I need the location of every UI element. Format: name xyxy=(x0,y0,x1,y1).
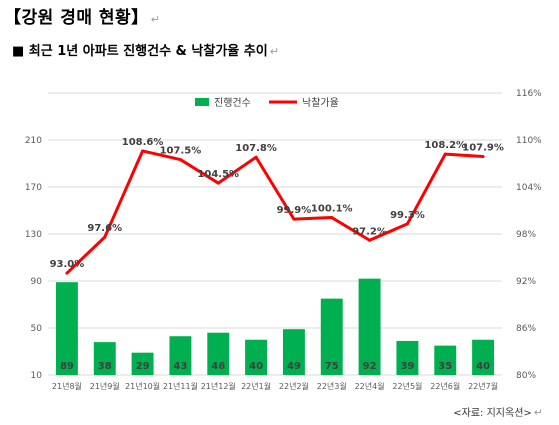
bar-data-label: 49 xyxy=(287,361,301,372)
x-tick-label: 21년12월 xyxy=(201,381,236,391)
line-data-label: 97.6% xyxy=(87,223,122,234)
y-right-tick-label: 116% xyxy=(516,89,542,99)
bar-data-label: 46 xyxy=(211,361,225,372)
bar-data-label: 29 xyxy=(136,361,150,372)
x-tick-label: 21년11월 xyxy=(163,381,198,391)
legend-bar-swatch xyxy=(195,98,209,106)
bar xyxy=(245,339,268,375)
line-point xyxy=(443,152,447,156)
y-left-tick-label: 90 xyxy=(31,277,43,287)
line-point xyxy=(103,235,107,239)
line-point xyxy=(368,238,372,242)
bar xyxy=(93,342,116,375)
line-data-label: 99.3% xyxy=(390,210,425,221)
y-right-tick-label: 86% xyxy=(516,324,536,334)
y-right-tick-label: 92% xyxy=(516,277,536,287)
bar xyxy=(434,345,457,375)
bar-data-label: 75 xyxy=(325,361,339,372)
y-left-tick-label: 130 xyxy=(25,230,42,240)
legend-bar-label: 진행건수 xyxy=(214,97,251,109)
y-right-tick-label: 104% xyxy=(516,183,542,193)
line-data-label: 108.6% xyxy=(122,137,164,148)
line-data-label: 93.0% xyxy=(50,259,85,270)
paragraph-mark: ↵ xyxy=(533,406,543,419)
y-left-tick-label: 170 xyxy=(25,183,42,193)
line-data-label: 108.2% xyxy=(424,140,466,151)
y-left-tick-label: 50 xyxy=(31,324,43,334)
y-right-tick-label: 110% xyxy=(516,136,542,146)
y-right-tick-label: 80% xyxy=(516,371,536,381)
y-left-tick-label: 210 xyxy=(25,136,42,146)
bar xyxy=(320,298,343,375)
line-data-label: 100.1% xyxy=(311,204,353,215)
source-note: <자료: 지지옥션> ↵ xyxy=(453,406,543,419)
x-tick-label: 22년6월 xyxy=(430,381,460,391)
line-point xyxy=(254,155,258,159)
line-point xyxy=(65,271,69,275)
rate-line xyxy=(65,149,484,275)
bar-data-label: 35 xyxy=(438,361,452,372)
line-point xyxy=(330,216,334,220)
line-point xyxy=(141,149,145,153)
bar xyxy=(358,278,381,375)
y-right-tick-label: 98% xyxy=(516,230,536,240)
paragraph-mark: ↵ xyxy=(269,45,279,58)
legend-line-label: 낙찰가율 xyxy=(302,97,339,109)
line-point xyxy=(178,158,182,162)
bar xyxy=(55,282,78,375)
line-point xyxy=(292,217,296,221)
x-tick-label: 22년7월 xyxy=(468,381,498,391)
bar xyxy=(282,329,305,375)
x-tick-label: 22년1월 xyxy=(241,381,271,391)
line-point xyxy=(216,181,220,185)
x-tick-label: 21년9월 xyxy=(90,381,120,391)
bar xyxy=(207,332,230,375)
bar-data-label: 38 xyxy=(98,361,112,372)
bar-data-label: 89 xyxy=(60,361,74,372)
line-data-label: 97.2% xyxy=(352,226,387,237)
paragraph-mark: ↵ xyxy=(150,13,161,26)
line-data-label: 107.8% xyxy=(235,143,277,154)
line-point xyxy=(405,222,409,226)
line-data-label: 107.5% xyxy=(160,146,202,157)
x-tick-label: 22년4월 xyxy=(355,381,385,391)
bar-data-label: 40 xyxy=(249,361,263,372)
page-title: 【강원 경매 현황】 ↵ xyxy=(4,8,161,28)
bar-data-label: 92 xyxy=(363,361,377,372)
x-tick-label: 21년8월 xyxy=(52,381,82,391)
y-left-tick-label: 10 xyxy=(31,371,43,381)
bar xyxy=(131,352,154,375)
bar-data-label: 39 xyxy=(400,361,414,372)
x-tick-label: 21년10월 xyxy=(125,381,160,391)
chart-subtitle: ■ 최근 1년 아파트 진행건수 & 낙찰가율 추이 ↵ xyxy=(12,44,279,59)
line-data-label: 104.5% xyxy=(197,169,239,180)
bar-data-label: 43 xyxy=(173,361,187,372)
x-tick-label: 22년3월 xyxy=(317,381,347,391)
line-data-label: 99.9% xyxy=(277,205,312,216)
x-tick-label: 22년2월 xyxy=(279,381,309,391)
line-data-label: 107.9% xyxy=(462,142,504,153)
bar xyxy=(472,339,495,375)
bar xyxy=(396,340,419,375)
x-tick-label: 22년5월 xyxy=(392,381,422,391)
line-point xyxy=(481,154,485,158)
bar-data-label: 40 xyxy=(476,361,490,372)
bar xyxy=(169,336,192,375)
